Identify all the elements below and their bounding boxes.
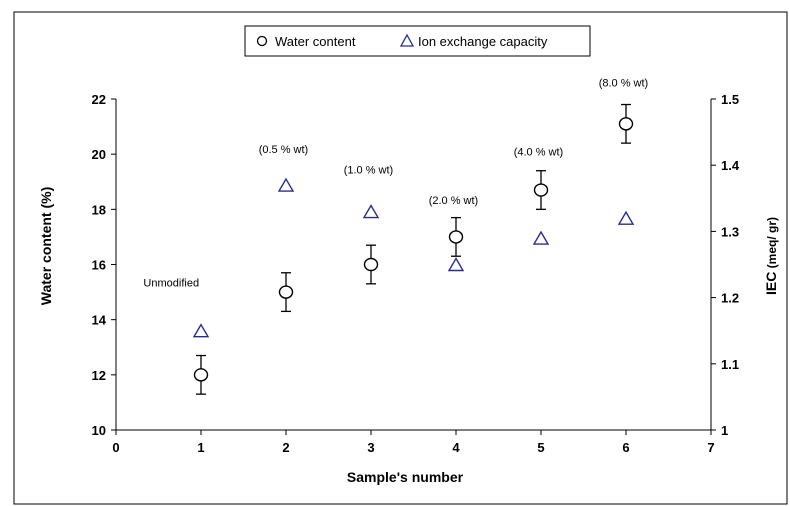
legend-box: [244, 25, 591, 57]
water-content-point: [618, 117, 634, 131]
y2-tick-label: 1.2: [721, 291, 739, 306]
x-tick-label: 1: [197, 440, 204, 455]
y-tick-label: 16: [92, 258, 106, 273]
y-tick-label: 12: [92, 368, 106, 383]
chart-border: [13, 11, 788, 505]
x-tick-label: 0: [112, 440, 119, 455]
iec-point: [617, 210, 635, 225]
legend: Water content Ion exchange capacity: [244, 25, 591, 57]
y-tick-label: 18: [92, 202, 106, 217]
x-tick-label: 5: [537, 440, 544, 455]
x-tick-label: 3: [367, 440, 374, 455]
iec-point: [277, 177, 295, 192]
x-tick-label: 2: [282, 440, 289, 455]
y2-tick-label: 1: [721, 423, 728, 438]
annotation-label: (4.0 % wt): [514, 147, 564, 159]
iec-point: [447, 257, 465, 272]
y2-tick-label: 1.4: [721, 158, 740, 173]
x-tick-label: 7: [707, 440, 714, 455]
annotation-label: Unmodified: [143, 278, 199, 290]
x-axis-title: Sample's number: [347, 469, 464, 485]
y-tick-label: 20: [92, 147, 106, 162]
y-tick-label: 10: [92, 423, 106, 438]
annotation-label: (1.0 % wt): [344, 164, 394, 176]
legend-triangle-marker: [399, 33, 415, 47]
water-content-point: [193, 368, 209, 382]
y2-tick-label: 1.1: [721, 357, 739, 372]
y-tick-label: 14: [92, 313, 107, 328]
iec-point: [532, 230, 550, 245]
iec-point: [362, 204, 380, 219]
y2-axis-title-unit: (meq/ gr): [765, 217, 779, 272]
legend-label-water: Water content: [275, 34, 356, 49]
legend-label-iec: Ion exchange capacity: [418, 34, 548, 49]
annotation-label: (2.0 % wt): [429, 195, 479, 207]
water-content-point: [278, 285, 294, 299]
y2-axis-title-main: IEC: [763, 272, 779, 295]
y-tick-label: 22: [92, 92, 106, 107]
y-axis-title: Water content (%): [38, 187, 54, 305]
water-content-point: [363, 257, 379, 272]
iec-point: [192, 323, 210, 338]
annotation-label: (0.5 % wt): [259, 144, 309, 156]
y2-tick-label: 1.5: [721, 92, 739, 107]
water-content-point: [533, 183, 549, 197]
annotation-label: (8.0 % wt): [599, 78, 649, 90]
legend-circle-marker: [256, 35, 268, 47]
x-tick-label: 6: [622, 440, 629, 455]
x-tick-label: 4: [452, 440, 460, 455]
y2-tick-label: 1.3: [721, 224, 739, 239]
water-content-point: [448, 230, 464, 244]
y2-axis-title: IEC (meq/ gr): [763, 217, 779, 295]
